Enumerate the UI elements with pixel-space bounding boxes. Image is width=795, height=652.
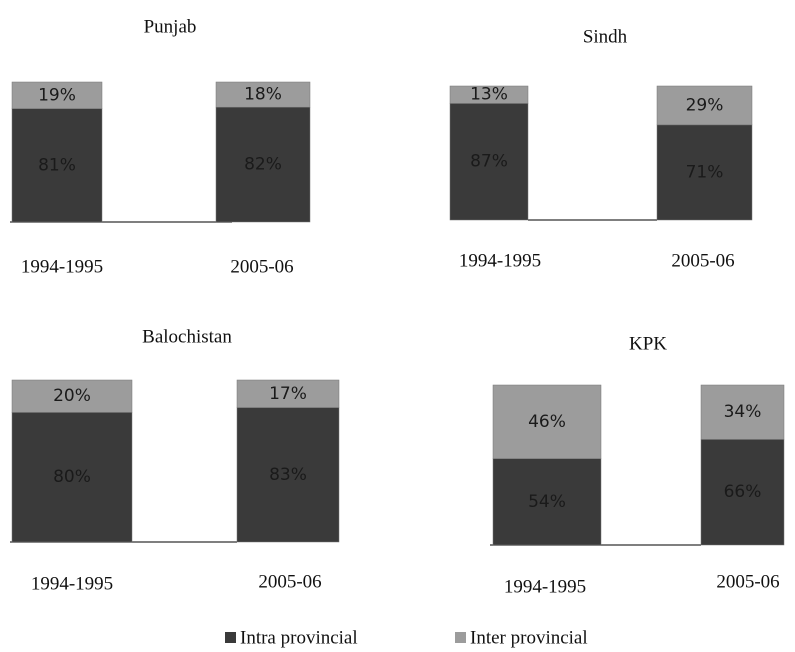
data-label: 20%	[53, 386, 91, 406]
bar-segment	[492, 458, 602, 546]
bar-segment	[449, 85, 529, 104]
data-label: 66%	[724, 482, 762, 502]
data-label: 81%	[38, 155, 76, 175]
data-label: 13%	[470, 85, 508, 105]
chart-title: Sindh	[583, 26, 628, 47]
bar-segment	[492, 384, 602, 459]
x-tick-label: 2005-06	[258, 571, 321, 592]
data-label: 54%	[528, 492, 566, 512]
bar-segment	[215, 81, 311, 108]
chart-title: KPK	[629, 333, 667, 354]
bar-segment	[11, 81, 103, 109]
x-tick-label: 2005-06	[671, 250, 734, 271]
legend-swatch	[455, 632, 466, 643]
data-label: 83%	[269, 465, 307, 485]
legend-label: Intra provincial	[240, 627, 358, 648]
bar-segment	[11, 412, 133, 543]
x-tick-label: 2005-06	[230, 256, 293, 277]
bar-segment	[449, 103, 529, 221]
data-label: 29%	[686, 95, 724, 115]
data-label: 19%	[38, 85, 76, 105]
data-label: 87%	[470, 152, 508, 172]
bar-segment	[236, 407, 340, 543]
data-label: 46%	[528, 412, 566, 432]
x-tick-label: 2005-06	[716, 571, 779, 592]
legend-label: Inter provincial	[470, 627, 588, 648]
data-label: 18%	[244, 85, 282, 105]
data-label: 34%	[724, 402, 762, 422]
data-label: 82%	[244, 155, 282, 175]
bar-segment	[700, 439, 785, 546]
x-tick-label: 1994-1995	[459, 250, 541, 271]
x-tick-label: 1994-1995	[31, 573, 113, 594]
chart-title: Punjab	[144, 16, 197, 37]
bar-segment	[11, 379, 133, 413]
legend-swatch	[225, 632, 236, 643]
bar-segment	[656, 85, 753, 126]
bar-segment	[236, 379, 340, 408]
data-label: 17%	[269, 384, 307, 404]
bar-segment	[215, 106, 311, 223]
x-tick-label: 1994-1995	[504, 576, 586, 597]
x-tick-label: 1994-1995	[21, 256, 103, 277]
bar-segment	[700, 384, 785, 440]
bar-segment	[11, 108, 103, 223]
chart-title: Balochistan	[142, 326, 232, 347]
data-label: 80%	[53, 467, 91, 487]
data-label: 71%	[686, 162, 724, 182]
